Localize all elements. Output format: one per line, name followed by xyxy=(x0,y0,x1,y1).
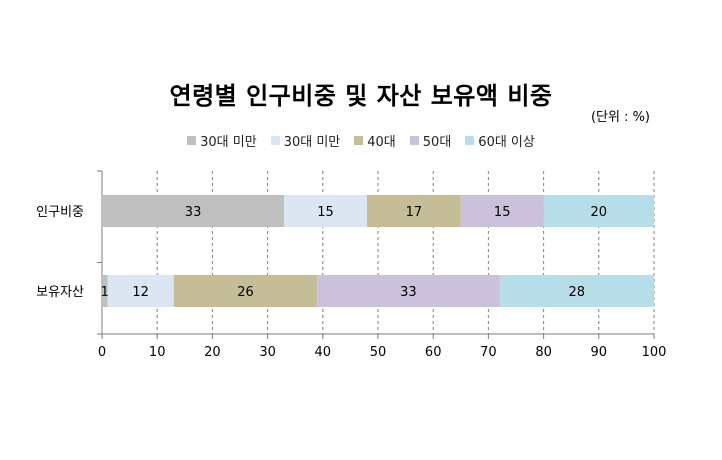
data-label: 12 xyxy=(132,285,149,300)
legend-swatch xyxy=(465,136,475,145)
bar-segment xyxy=(173,275,318,307)
data-label: 26 xyxy=(237,285,254,300)
legend-item-0: 30대 미만 xyxy=(187,131,257,150)
legend: 30대 미만 30대 미만 40대 50대 60대 이상 xyxy=(0,131,722,150)
legend-item-2: 40대 xyxy=(354,131,396,150)
bar-segment xyxy=(102,195,285,227)
bar-segment xyxy=(366,195,461,227)
legend-label: 50대 xyxy=(422,135,452,150)
x-tick-label: 10 xyxy=(149,345,166,360)
legend-label: 60대 이상 xyxy=(478,135,535,150)
legend-item-3: 50대 xyxy=(409,131,452,150)
legend-label: 40대 xyxy=(367,135,396,150)
chart-title: 연령별 인구비중 및 자산 보유액 비중 xyxy=(169,82,553,110)
bar-segment xyxy=(107,275,174,307)
legend-label: 30대 미만 xyxy=(200,135,257,150)
legend-swatch xyxy=(270,136,280,145)
x-tick-label: 80 xyxy=(535,345,552,360)
legend-item-1: 30대 미만 xyxy=(270,131,341,150)
bar-segment xyxy=(284,195,367,227)
bar-segment xyxy=(102,275,108,307)
x-tick-label: 40 xyxy=(315,345,332,360)
bar-segment xyxy=(499,275,654,307)
category-label: 보유자산 xyxy=(36,285,84,300)
legend-swatch xyxy=(187,136,197,145)
data-label: 15 xyxy=(494,205,511,220)
x-tick-label: 20 xyxy=(204,345,221,360)
data-label: 15 xyxy=(317,205,334,220)
legend-item-4: 60대 이상 xyxy=(465,131,535,150)
x-tick-label: 30 xyxy=(259,345,276,360)
data-label: 33 xyxy=(185,205,202,220)
legend-swatch xyxy=(354,136,364,145)
unit-note: (단위 : %) xyxy=(590,110,650,125)
data-label: 1 xyxy=(101,285,109,300)
x-tick-label: 60 xyxy=(425,345,442,360)
bar-segment xyxy=(460,195,544,227)
bar-segment xyxy=(543,195,654,227)
data-label: 20 xyxy=(591,205,608,220)
x-tick-label: 90 xyxy=(591,345,608,360)
legend-swatch xyxy=(409,136,419,145)
x-tick-label: 70 xyxy=(480,345,497,360)
data-label: 28 xyxy=(568,285,585,300)
x-tick-label: 0 xyxy=(98,345,106,360)
category-label: 인구비중 xyxy=(36,205,84,220)
bar-segment xyxy=(317,275,500,307)
legend-label: 30대 미만 xyxy=(283,135,341,150)
x-tick-label: 50 xyxy=(370,345,387,360)
data-label: 33 xyxy=(400,285,417,300)
data-label: 17 xyxy=(406,205,423,220)
x-tick-label: 100 xyxy=(642,345,667,360)
